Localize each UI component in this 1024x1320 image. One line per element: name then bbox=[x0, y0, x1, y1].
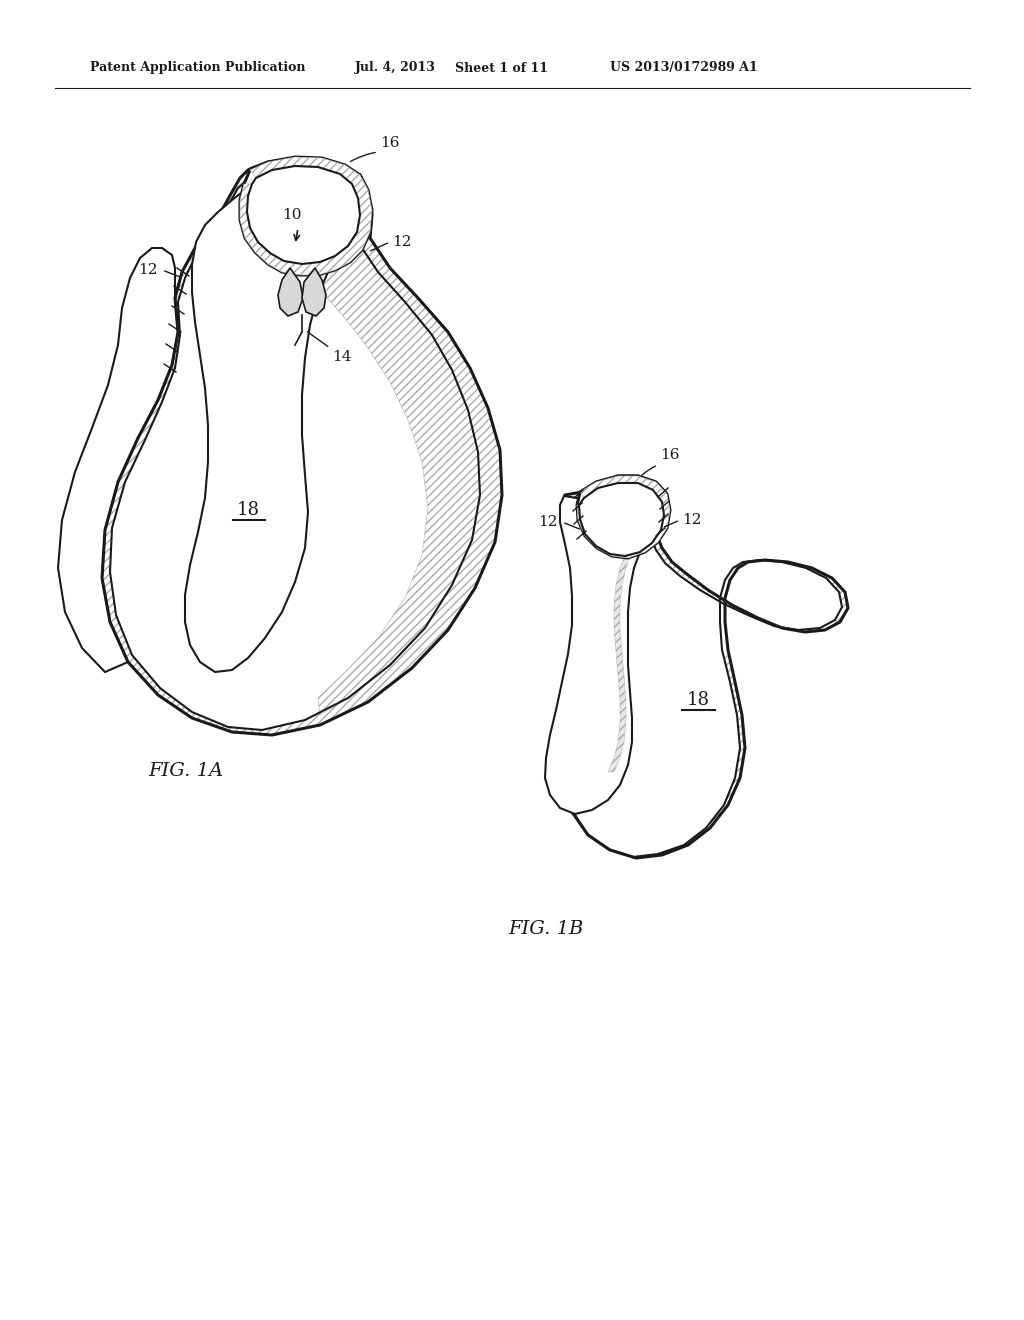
Text: FIG. 1B: FIG. 1B bbox=[508, 920, 584, 939]
Text: US 2013/0172989 A1: US 2013/0172989 A1 bbox=[610, 62, 758, 74]
Polygon shape bbox=[302, 268, 326, 315]
Polygon shape bbox=[588, 484, 834, 678]
Polygon shape bbox=[302, 185, 480, 715]
Polygon shape bbox=[577, 477, 670, 558]
Text: 18: 18 bbox=[237, 502, 259, 519]
Polygon shape bbox=[110, 168, 480, 730]
Polygon shape bbox=[560, 477, 848, 858]
Polygon shape bbox=[58, 248, 178, 672]
Polygon shape bbox=[102, 158, 502, 735]
Polygon shape bbox=[247, 166, 360, 264]
Polygon shape bbox=[278, 268, 303, 315]
Text: Jul. 4, 2013: Jul. 4, 2013 bbox=[355, 62, 436, 74]
Polygon shape bbox=[577, 477, 670, 558]
Text: 18: 18 bbox=[686, 690, 710, 709]
Polygon shape bbox=[58, 248, 178, 672]
Polygon shape bbox=[185, 168, 348, 672]
Polygon shape bbox=[240, 157, 372, 275]
Text: 14: 14 bbox=[332, 350, 351, 364]
Text: 16: 16 bbox=[660, 447, 680, 462]
Polygon shape bbox=[560, 483, 842, 857]
Text: 12: 12 bbox=[539, 515, 558, 529]
Text: 12: 12 bbox=[392, 235, 412, 249]
Polygon shape bbox=[579, 483, 664, 556]
Polygon shape bbox=[545, 488, 658, 814]
Text: 16: 16 bbox=[380, 136, 399, 150]
Text: 12: 12 bbox=[138, 263, 158, 277]
Text: Sheet 1 of 11: Sheet 1 of 11 bbox=[455, 62, 548, 74]
Polygon shape bbox=[560, 483, 842, 857]
Polygon shape bbox=[240, 157, 372, 275]
Polygon shape bbox=[608, 554, 630, 772]
Text: Patent Application Publication: Patent Application Publication bbox=[90, 62, 305, 74]
Text: FIG. 1A: FIG. 1A bbox=[148, 762, 223, 780]
Text: 10: 10 bbox=[283, 209, 302, 222]
Text: 12: 12 bbox=[682, 513, 701, 527]
